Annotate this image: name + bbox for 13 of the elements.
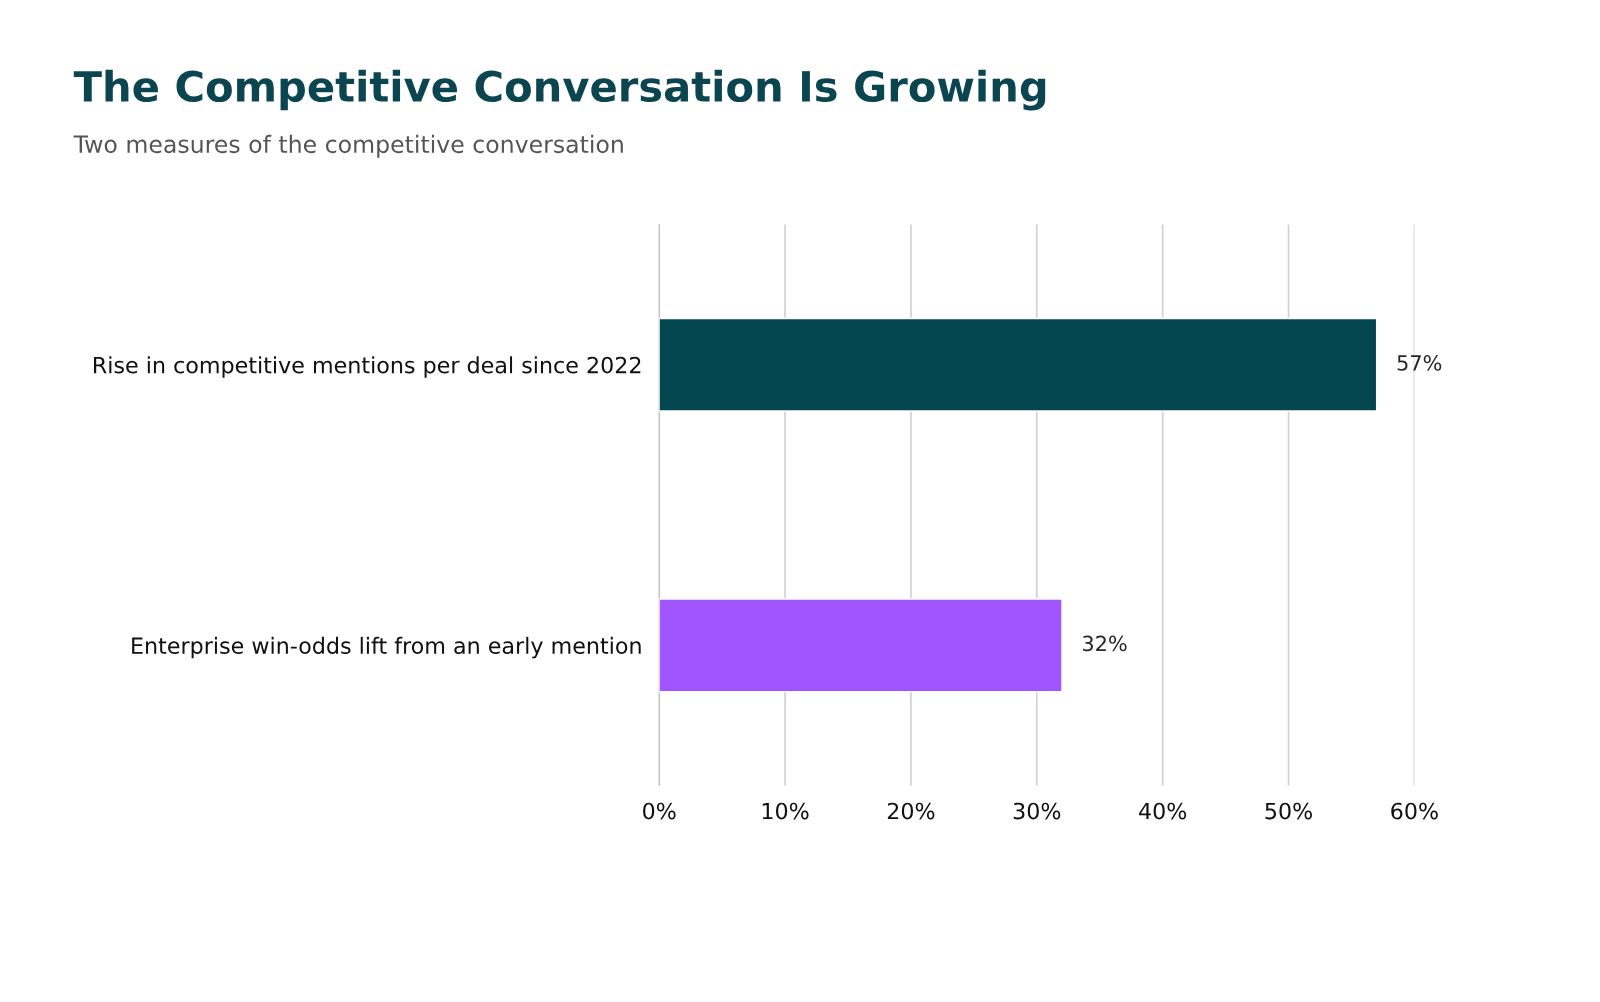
chart-title: The Competitive Conversation Is Growing: [73, 69, 1046, 111]
x-tick-label: 0%: [643, 802, 676, 820]
x-tick-label: 20%: [887, 802, 935, 820]
text: Two measures of the competitive conversation: [73, 134, 623, 158]
x-tick-label: 60%: [1391, 802, 1438, 820]
y-tick-label: Rise in competitive mentions per deal since 2022: [94, 356, 641, 378]
x-tick-label: 40%: [1139, 802, 1187, 820]
x-tick-label: 30%: [1013, 802, 1061, 820]
x-tick-label: 10%: [762, 802, 809, 820]
x-tick-label: 50%: [1265, 802, 1312, 820]
data-label: 57%: [1397, 355, 1442, 371]
data-label: 32%: [1083, 635, 1127, 652]
y-tick-label: Enterprise win-odds lift from an early mention: [132, 636, 641, 659]
